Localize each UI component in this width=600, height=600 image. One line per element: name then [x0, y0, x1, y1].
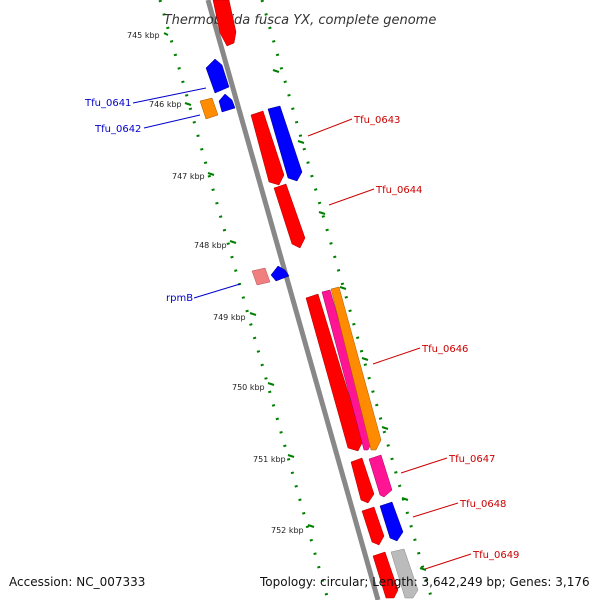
leader-tfu0643: [307, 118, 353, 137]
leader-tfu0649: [424, 553, 472, 570]
gene-arrow-tfu0643-blue[interactable]: [267, 105, 303, 182]
gene-arrow-tfu0641[interactable]: [205, 58, 230, 94]
leader-tfu0642: [143, 114, 201, 129]
tick-outer-6: [381, 426, 389, 430]
tick-outer-3: [318, 211, 326, 215]
tick-751: [287, 454, 295, 458]
tick-746: [184, 102, 192, 106]
tick-752: [307, 524, 315, 528]
gene-label-tfu0646[interactable]: Tfu_0646: [421, 344, 468, 355]
tick-label-750: 750 kbp: [232, 383, 265, 392]
leader-tfu0644: [328, 188, 375, 206]
backbone-line: [205, 0, 381, 600]
tick-outer-7: [401, 497, 409, 501]
gene-label-tfu0644[interactable]: Tfu_0644: [375, 185, 422, 196]
tick-label-747: 747 kbp: [172, 172, 205, 181]
gene-arrow-tfu0642-orange[interactable]: [199, 97, 219, 120]
leader-rpmb: [193, 283, 241, 299]
tick-745: [163, 32, 169, 36]
tick-label-748: 748 kbp: [194, 241, 227, 250]
gene-arrow-tfu0643-red[interactable]: [250, 110, 285, 186]
tick-748: [229, 240, 237, 244]
gene-arrow-rpmb-pink[interactable]: [251, 267, 271, 286]
tick-outer-2: [297, 140, 305, 144]
label-leaders: [132, 87, 472, 570]
tick-label-751: 751 kbp: [253, 455, 286, 464]
gene-arrow-tfu0646-orange[interactable]: [330, 286, 382, 451]
inner-dotted-ring: [158, 0, 330, 600]
tick-750: [267, 382, 275, 386]
gene-arrow-tfu0649-gray[interactable]: [390, 548, 419, 599]
gene-label-tfu0642[interactable]: Tfu_0642: [94, 124, 141, 135]
tick-outer-5: [361, 357, 369, 361]
gene-label-tfu0643[interactable]: Tfu_0643: [353, 115, 400, 126]
gene-arrow-tfu0642-blue[interactable]: [218, 93, 236, 113]
tick-label-746: 746 kbp: [149, 100, 182, 109]
gene-arrow-tfu0648-red[interactable]: [361, 506, 385, 546]
tick-marks: [163, 32, 427, 571]
gene-arrow-top-red[interactable]: [212, 0, 237, 47]
gene-arrow-rpmb-blue[interactable]: [270, 265, 290, 282]
accession-text: Accession: NC_007333: [9, 575, 146, 589]
gene-label-tfu0641[interactable]: Tfu_0641: [84, 98, 131, 109]
tick-outer-4: [339, 286, 347, 290]
gene-features: [199, 0, 419, 599]
tick-outer-8: [419, 567, 427, 571]
leader-tfu0641: [132, 87, 207, 104]
leader-tfu0647: [400, 457, 448, 474]
genome-summary-text: Topology: circular; Length: 3,642,249 bp…: [260, 575, 590, 589]
gene-arrow-tfu0649-red[interactable]: [372, 551, 399, 599]
gene-label-tfu0648[interactable]: Tfu_0648: [459, 499, 506, 510]
tick-outer-1: [272, 69, 280, 73]
tick-749: [249, 312, 257, 316]
gene-label-rpmb[interactable]: rpmB: [166, 293, 193, 304]
gene-arrow-tfu0647-red[interactable]: [350, 457, 375, 504]
outer-dotted-ring: [260, 0, 434, 600]
tick-747: [207, 172, 215, 176]
gene-arrow-tfu0646-red[interactable]: [305, 293, 364, 452]
leader-tfu0648: [412, 502, 459, 518]
gene-label-tfu0649[interactable]: Tfu_0649: [472, 550, 519, 561]
tick-label-749: 749 kbp: [213, 313, 246, 322]
gene-arrow-tfu0648-blue[interactable]: [379, 501, 404, 542]
leader-tfu0646: [372, 347, 421, 365]
gene-arrow-tfu0644[interactable]: [273, 183, 306, 249]
map-title: Thermobifida fusca YX, complete genome: [164, 13, 437, 28]
gene-label-tfu0647[interactable]: Tfu_0647: [448, 454, 495, 465]
gene-arrow-tfu0647-magenta[interactable]: [368, 454, 393, 498]
tick-label-745: 745 kbp: [127, 31, 160, 40]
tick-label-752: 752 kbp: [271, 526, 304, 535]
